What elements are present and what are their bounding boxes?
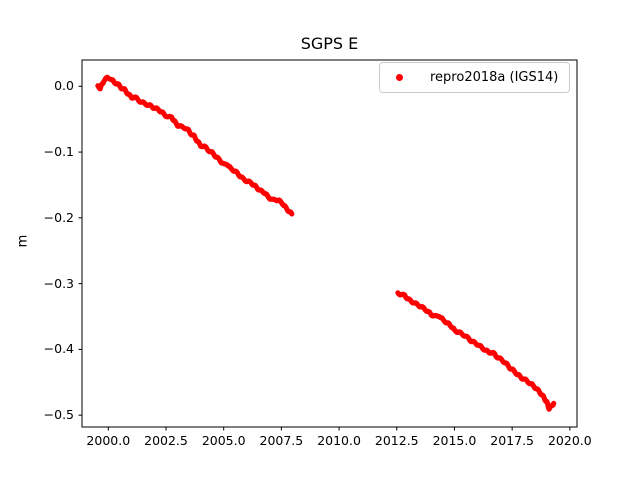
legend-dot-icon xyxy=(396,74,403,81)
x-tick-label: 2005.0 xyxy=(201,433,246,448)
x-tick-label: 2010.0 xyxy=(317,433,361,448)
y-tick-label: 0.0 xyxy=(54,78,74,94)
x-tick-label: 2015.0 xyxy=(432,433,477,448)
y-axis-label: m xyxy=(15,234,31,248)
x-tick-label: 2007.5 xyxy=(259,433,304,448)
legend-label: repro2018a (IGS14) xyxy=(430,70,559,85)
x-tick-label: 2012.5 xyxy=(374,433,419,448)
x-tick-label: 2017.5 xyxy=(490,433,535,448)
scatter-point xyxy=(551,400,557,406)
x-tick-label: 2000.0 xyxy=(86,433,131,448)
legend: repro2018a (IGS14) xyxy=(379,62,570,93)
chart-title: SGPS E xyxy=(300,34,359,53)
x-tick-label: 2002.5 xyxy=(144,433,188,448)
y-tick-label: −0.3 xyxy=(43,275,74,291)
y-tick-label: −0.1 xyxy=(43,144,74,160)
x-tick-label: 2020.0 xyxy=(547,433,592,448)
y-tick-label: −0.5 xyxy=(43,407,74,423)
axes-frame xyxy=(81,59,578,428)
scatter-point xyxy=(289,211,295,217)
y-tick-label: −0.4 xyxy=(43,341,74,357)
y-tick-label: −0.2 xyxy=(43,209,74,225)
